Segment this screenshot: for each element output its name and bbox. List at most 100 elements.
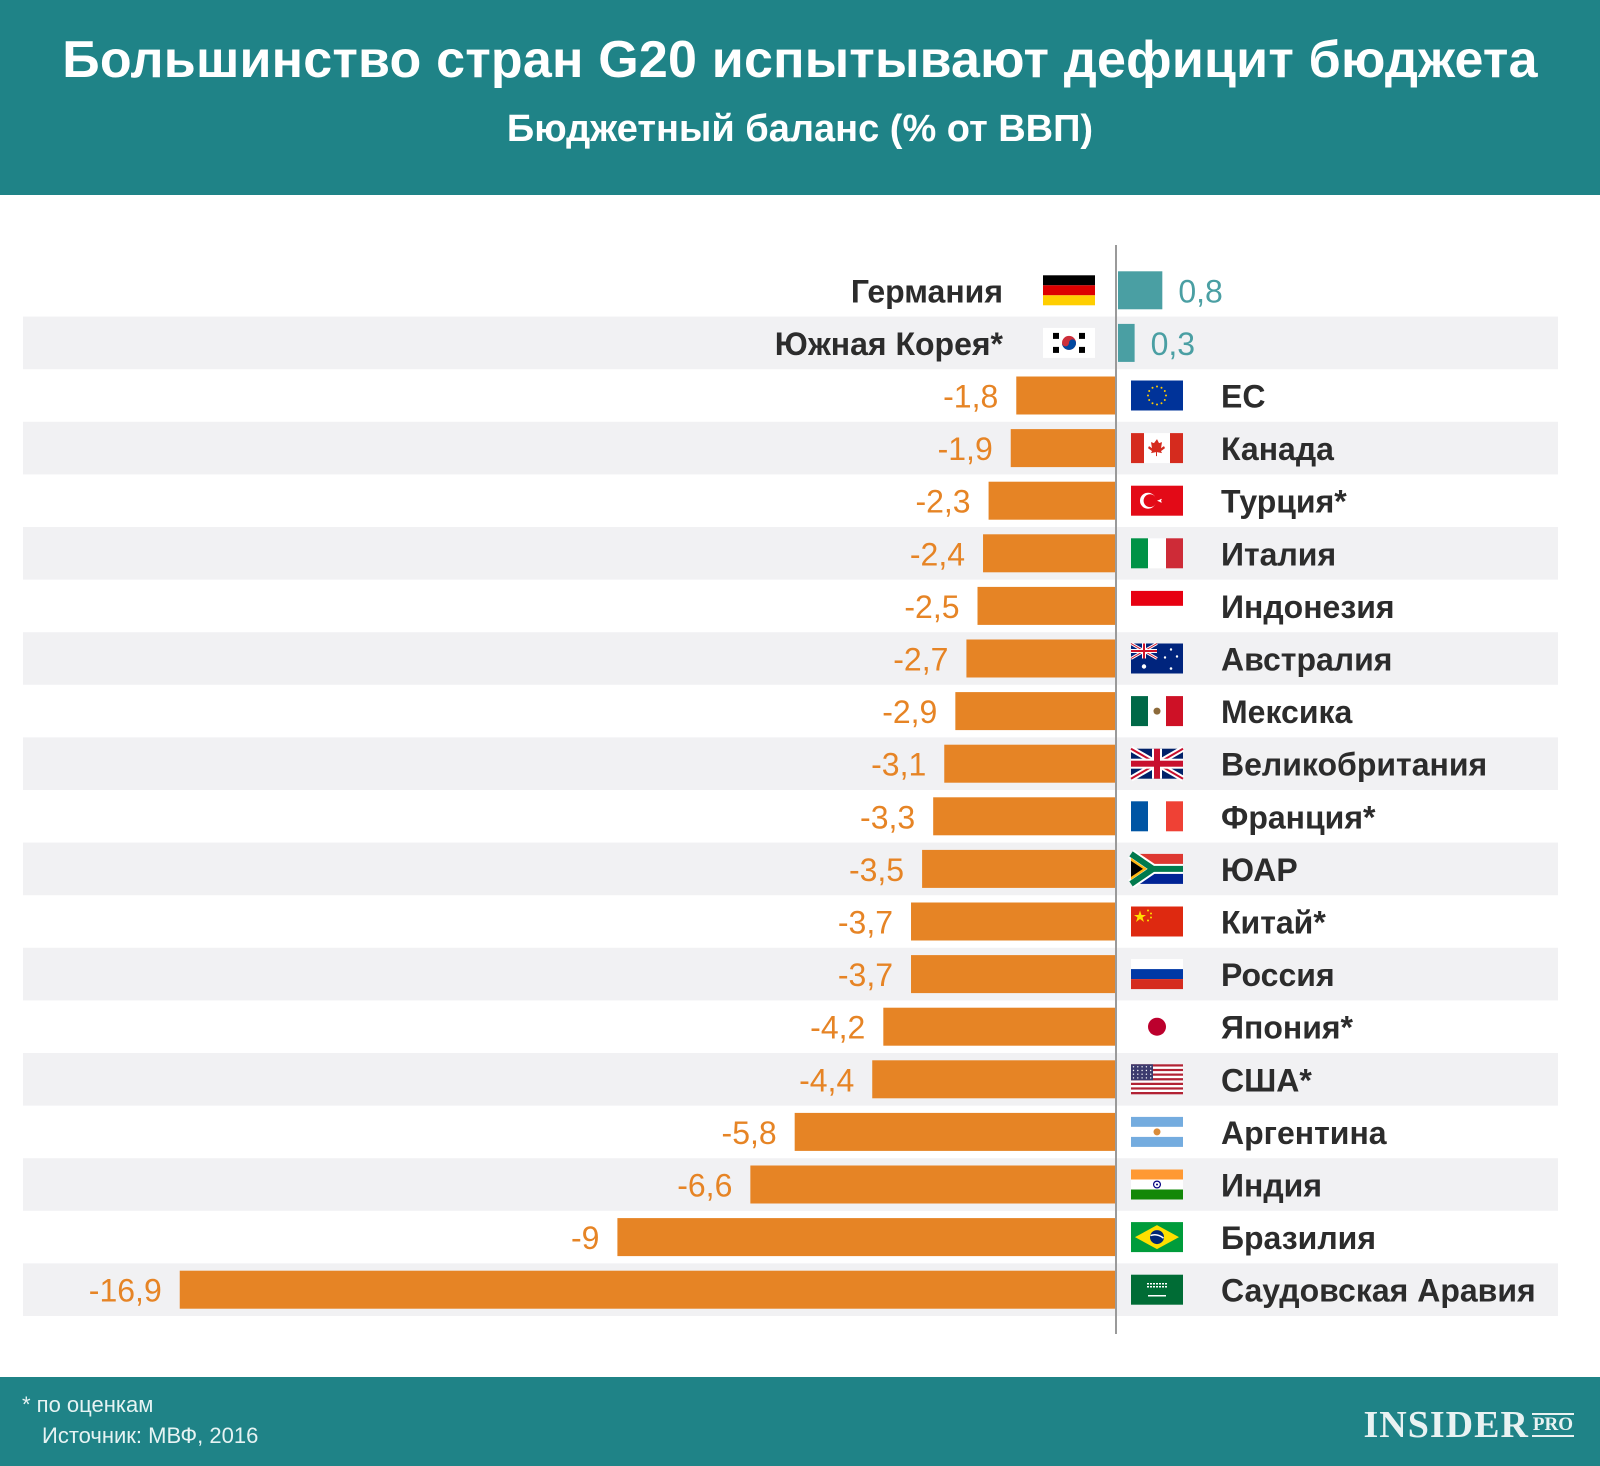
footnote-estimates: * по оценкам xyxy=(22,1392,154,1417)
saudi-arabia-flag-icon xyxy=(1131,1274,1183,1305)
country-label: Франция* xyxy=(1221,799,1376,835)
value-label: -4,2 xyxy=(810,1010,865,1046)
value-label: -9 xyxy=(571,1220,599,1256)
country-label: Бразилия xyxy=(1221,1220,1376,1256)
logo-main-text: INSIDER xyxy=(1363,1404,1529,1446)
bars xyxy=(179,271,1163,1309)
value-label: -3,3 xyxy=(860,799,915,835)
value-label: 0,8 xyxy=(1178,273,1222,309)
value-label: -1,8 xyxy=(943,379,998,415)
country-label: Китай* xyxy=(1221,905,1326,941)
country-label: Саудовская Аравия xyxy=(1221,1273,1536,1309)
bar-13 xyxy=(911,955,1116,994)
country-label: США* xyxy=(1221,1062,1312,1098)
bar-18 xyxy=(617,1218,1116,1257)
country-label: Турция* xyxy=(1221,484,1347,520)
row-stripe xyxy=(23,421,1558,475)
row-stripe xyxy=(23,842,1558,896)
value-label: -2,9 xyxy=(882,694,937,730)
insider-pro-logo: INSIDER PRO xyxy=(1363,1395,1574,1446)
country-label: ЮАР xyxy=(1221,852,1298,888)
country-label: Австралия xyxy=(1221,642,1392,678)
value-label: -4,4 xyxy=(799,1062,854,1098)
bar-16 xyxy=(794,1112,1116,1151)
russia-flag-icon xyxy=(1131,959,1183,990)
country-label: Южная Корея* xyxy=(775,326,1004,362)
value-label: -16,9 xyxy=(89,1273,162,1309)
chart-subtitle: Бюджетный баланс (% от ВВП) xyxy=(506,108,1094,150)
value-label: -1,9 xyxy=(938,431,993,467)
country-label: Канада xyxy=(1221,431,1334,467)
eu-flag-icon xyxy=(1131,380,1183,411)
bar-3 xyxy=(1010,429,1116,468)
country-label: Россия xyxy=(1221,957,1335,993)
flags xyxy=(1043,275,1185,1305)
value-label: -2,3 xyxy=(915,484,970,520)
bar-6 xyxy=(977,586,1116,625)
bar-5 xyxy=(983,534,1116,573)
chart-title: Большинство стран G20 испытывают дефицит… xyxy=(62,31,1538,89)
south-korea-flag-icon xyxy=(1043,327,1095,358)
row-stripe xyxy=(23,632,1558,685)
row-stripe xyxy=(23,527,1558,580)
australia-flag-icon xyxy=(1130,642,1183,674)
bar-14 xyxy=(883,1007,1116,1046)
argentina-flag-icon xyxy=(1131,1116,1183,1147)
bar-17 xyxy=(750,1165,1116,1204)
bar-0 xyxy=(1118,271,1163,310)
value-label: 0,3 xyxy=(1151,326,1195,362)
germany-flag-icon xyxy=(1043,275,1095,306)
bar-1 xyxy=(1118,323,1135,362)
value-label: -3,7 xyxy=(838,957,893,993)
china-flag-icon xyxy=(1131,906,1183,937)
footer-banner: * по оценкам Источник: МВФ, 2016 INSIDER… xyxy=(0,1377,1600,1466)
country-label: Великобритания xyxy=(1221,747,1487,783)
value-label: -2,5 xyxy=(904,589,959,625)
france-flag-icon xyxy=(1131,801,1183,832)
india-flag-icon xyxy=(1131,1169,1183,1200)
value-label: -3,5 xyxy=(849,852,904,888)
bar-2 xyxy=(1016,376,1116,415)
country-label: Аргентина xyxy=(1221,1115,1387,1151)
country-label: Мексика xyxy=(1221,694,1353,730)
south-africa-flag-icon xyxy=(1128,849,1183,889)
italy-flag-icon xyxy=(1131,538,1183,569)
japan-flag-icon xyxy=(1131,1011,1183,1042)
country-label: Германия xyxy=(851,273,1003,309)
header-banner: Большинство стран G20 испытывают дефицит… xyxy=(0,0,1600,195)
value-label: -3,1 xyxy=(871,747,926,783)
bar-7 xyxy=(966,639,1116,678)
bar-4 xyxy=(988,481,1116,520)
bar-15 xyxy=(872,1060,1116,1099)
country-label: Италия xyxy=(1221,536,1336,572)
row-stripe xyxy=(23,737,1558,790)
row-stripe xyxy=(23,947,1558,1001)
bar-11 xyxy=(922,849,1116,888)
brazil-flag-icon xyxy=(1131,1222,1183,1253)
uk-flag-icon xyxy=(1129,746,1185,782)
source-note: Источник: МВФ, 2016 xyxy=(42,1423,259,1448)
bar-12 xyxy=(911,902,1116,941)
labels: 0,8 Германия 0,3 Южная Корея* -1,8 ЕС -1,9 Кана… xyxy=(89,273,1536,1308)
row-stripe xyxy=(23,316,1558,370)
value-label: -6,6 xyxy=(677,1168,732,1204)
canada-flag-icon xyxy=(1131,433,1183,464)
value-label: -5,8 xyxy=(722,1115,777,1151)
value-label: -2,7 xyxy=(893,642,948,678)
country-label: Индонезия xyxy=(1221,589,1395,625)
bar-8 xyxy=(955,692,1116,731)
logo-suffix-text: PRO xyxy=(1531,1413,1574,1437)
bar-19 xyxy=(179,1270,1117,1309)
value-label: -2,4 xyxy=(910,536,965,572)
usa-flag-icon xyxy=(1131,1064,1183,1095)
indonesia-flag-icon xyxy=(1131,590,1183,621)
mexico-flag-icon xyxy=(1131,696,1183,727)
row-stripe xyxy=(23,1053,1558,1106)
country-label: Япония* xyxy=(1221,1010,1354,1046)
country-label: Индия xyxy=(1221,1168,1322,1204)
turkey-flag-icon xyxy=(1131,485,1183,516)
country-label: ЕС xyxy=(1221,379,1265,415)
bar-9 xyxy=(944,744,1116,783)
bar-10 xyxy=(933,797,1116,836)
